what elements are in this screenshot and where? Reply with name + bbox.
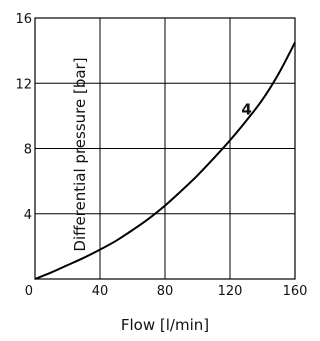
series-label-4: 4 — [241, 100, 251, 118]
y-tick-label: 12 — [15, 77, 32, 92]
y-tick-label: 16 — [15, 12, 32, 27]
y-tick-label: 4 — [24, 208, 32, 223]
series-line-4 — [34, 42, 296, 280]
grid-layer — [35, 18, 295, 279]
x-tick-label: 0 — [25, 284, 33, 299]
x-axis-title: Flow [l/min] — [121, 316, 209, 334]
x-tick-label: 80 — [157, 284, 174, 299]
y-axis-title: Differential pressure [bar] — [71, 57, 89, 251]
x-tick-label: 120 — [218, 284, 243, 299]
x-tick-label: 40 — [92, 284, 109, 299]
x-tick-label: 160 — [283, 284, 308, 299]
y-tick-label: 8 — [24, 143, 32, 158]
tick-label-layer: 0 40 80 120 160 4 8 12 16 — [15, 12, 307, 299]
plot-frame — [34, 17, 296, 280]
